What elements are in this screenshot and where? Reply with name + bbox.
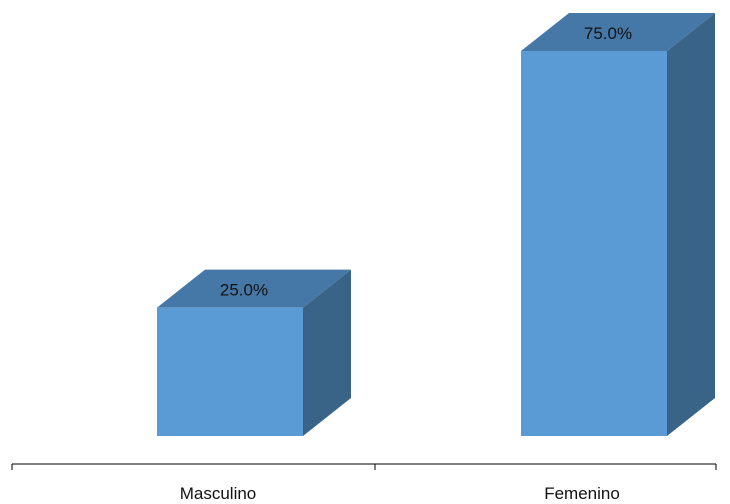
- bar-front-face: [521, 51, 667, 436]
- bar-top-face: [521, 13, 715, 51]
- bar-front-face: [157, 307, 303, 436]
- labels-layer: 25.0% Masculino 75.0% Femenino: [180, 24, 632, 503]
- data-label: 75.0%: [584, 24, 632, 43]
- x-axis: [11, 463, 717, 470]
- bar-side-face: [303, 269, 351, 436]
- bars-layer: [157, 13, 715, 436]
- bar-femenino: [521, 13, 715, 436]
- x-tick-label: Masculino: [180, 484, 257, 503]
- bar-masculino: [157, 269, 351, 436]
- data-label: 25.0%: [220, 281, 268, 300]
- bar-top-face: [157, 269, 351, 308]
- x-tick-label: Femenino: [544, 484, 620, 503]
- bar-side-face: [667, 13, 715, 436]
